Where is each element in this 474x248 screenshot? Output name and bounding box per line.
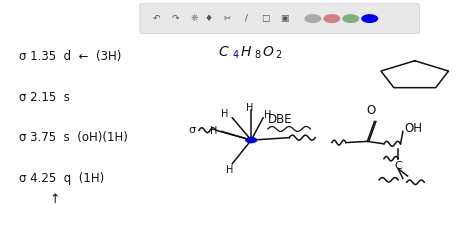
Text: /: /: [245, 14, 248, 23]
Text: OH: OH: [404, 123, 422, 135]
Text: DBE: DBE: [268, 113, 292, 126]
Circle shape: [361, 14, 378, 23]
Circle shape: [342, 14, 359, 23]
Circle shape: [304, 14, 321, 23]
Text: 8: 8: [255, 50, 261, 60]
Text: σ 3.75  s  (oH)(1H): σ 3.75 s (oH)(1H): [19, 131, 128, 144]
Circle shape: [323, 14, 340, 23]
Text: H: H: [240, 45, 251, 59]
Circle shape: [245, 137, 257, 143]
Text: O: O: [262, 45, 273, 59]
FancyBboxPatch shape: [140, 4, 419, 33]
Text: ↶: ↶: [153, 14, 160, 23]
Text: H: H: [246, 103, 254, 113]
Text: σ 4.25  q  (1H): σ 4.25 q (1H): [19, 172, 104, 185]
Text: C: C: [218, 45, 228, 59]
Text: O: O: [366, 104, 375, 117]
Text: □: □: [261, 14, 270, 23]
Text: ♦: ♦: [204, 14, 213, 23]
Text: H: H: [226, 165, 234, 175]
Text: ↷: ↷: [172, 14, 179, 23]
Text: H: H: [221, 109, 229, 119]
Text: H: H: [264, 110, 272, 120]
Text: C: C: [394, 161, 402, 171]
Text: ↑: ↑: [49, 193, 60, 206]
Text: σ 1.35  d  ←  (3H): σ 1.35 d ← (3H): [19, 50, 121, 62]
Text: ❈: ❈: [191, 14, 198, 23]
Text: σ: σ: [189, 125, 195, 135]
Text: 2: 2: [275, 50, 281, 60]
Text: σ 2.15  s: σ 2.15 s: [19, 91, 70, 103]
Text: ▣: ▣: [280, 14, 289, 23]
Text: H: H: [210, 126, 217, 136]
Text: ✂: ✂: [224, 14, 231, 23]
Text: 4: 4: [232, 50, 238, 60]
